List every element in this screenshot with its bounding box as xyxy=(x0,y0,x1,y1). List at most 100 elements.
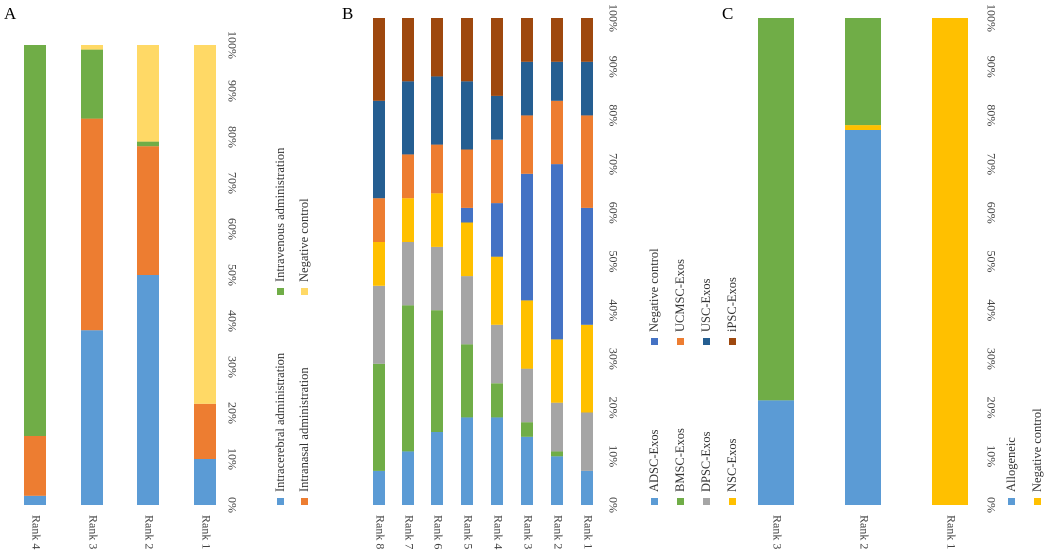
y-tick-40: 40% xyxy=(225,310,239,332)
y-tick-70: 70% xyxy=(984,153,998,175)
bar-rank-2-bmsc-exos xyxy=(551,451,563,457)
y-tick-70: 70% xyxy=(606,153,620,175)
panel-c-y-axis: 0% 10% 20% 30% 40% 50% 60% 70% 80% 90% 100% xyxy=(984,4,998,513)
bar-rank-5-ipsc-exos xyxy=(461,18,473,82)
category-label-rank-4: Rank 4 xyxy=(491,515,505,549)
legend-swatch-dpsc-exos xyxy=(703,498,710,505)
bar-rank-8-nsc-exos xyxy=(373,242,385,286)
bar-rank-5-bmsc-exos xyxy=(461,344,473,418)
panel-label-c: C xyxy=(722,4,733,23)
y-tick-70: 70% xyxy=(225,172,239,194)
bar-rank-3-negative-control xyxy=(521,173,533,301)
bar-rank-3-nsc-exos xyxy=(521,300,533,369)
legend-label-negative-control: Negative control xyxy=(1030,408,1044,492)
panel-b-bars xyxy=(373,18,593,505)
category-label-rank-6: Rank 6 xyxy=(431,515,445,549)
category-label-rank-5: Rank 5 xyxy=(461,515,475,549)
legend-label-nsc-exos: NSC-Exos xyxy=(725,438,739,492)
y-tick-100: 100% xyxy=(225,31,239,59)
legend-swatch-intranasal-administration xyxy=(301,498,308,505)
legend-swatch-intracerebral-administration xyxy=(277,498,284,505)
legend-swatch-ipsc-exos xyxy=(729,338,736,345)
bar-rank-4-ipsc-exos xyxy=(491,18,503,96)
panel-a-x-axis: Rank 4 Rank 3 Rank 2 Rank 1 xyxy=(29,515,213,549)
bar-rank-2-intracerebral-administration xyxy=(137,275,159,505)
bar-rank-3-adsc-exos xyxy=(521,436,533,505)
y-tick-100: 100% xyxy=(606,4,620,32)
panel-c: C 0% 10% 20% 30% 40% 50% 60% 70% 80% 90% 100% Rank… xyxy=(722,4,1044,549)
bar-rank-2-adsc-exos xyxy=(551,456,563,505)
bar-rank-3-allogeneic xyxy=(758,400,794,505)
bar-rank-4-intranasal-administration xyxy=(24,436,46,496)
bar-rank-2-negative-control xyxy=(551,164,563,340)
y-tick-50: 50% xyxy=(984,251,998,273)
legend-label-allogeneic: Allogeneic xyxy=(1004,437,1018,492)
category-label-rank-2: Rank 2 xyxy=(857,515,871,549)
y-tick-50: 50% xyxy=(225,264,239,286)
category-label-rank-8: Rank 8 xyxy=(373,515,387,549)
bar-rank-1-negative-control xyxy=(194,45,216,404)
panel-b-y-axis: 0% 10% 20% 30% 40% 50% 60% 70% 80% 90% 100% xyxy=(606,4,620,513)
panel-a-legend: Intracerebral administration Intravenous … xyxy=(273,147,311,505)
category-label-rank-3: Rank 3 xyxy=(86,515,100,549)
y-tick-10: 10% xyxy=(606,445,620,467)
bar-rank-3-ipsc-exos xyxy=(521,18,533,62)
bar-rank-2-intravenous-administration xyxy=(137,141,159,147)
y-tick-0: 0% xyxy=(984,497,998,513)
bar-rank-2-xenogeneic xyxy=(845,18,881,126)
bar-rank-7-ucmsc-exos xyxy=(402,154,414,199)
y-tick-30: 30% xyxy=(225,356,239,378)
bar-rank-1-intracerebral-administration xyxy=(194,459,216,505)
category-label-rank-1: Rank 1 xyxy=(581,515,595,549)
bar-rank-5-negative-control xyxy=(461,207,473,223)
bar-rank-1-nsc-exos xyxy=(581,324,593,413)
bar-rank-2-intranasal-administration xyxy=(137,146,159,275)
category-label-rank-1: Rank 1 xyxy=(199,515,213,549)
bar-rank-3-dpsc-exos xyxy=(521,368,533,423)
bar-rank-8-adsc-exos xyxy=(373,470,385,505)
bar-rank-3-usc-exos xyxy=(521,61,533,116)
bar-rank-1-negative-control xyxy=(932,18,968,505)
bar-rank-4-dpsc-exos xyxy=(491,324,503,384)
bar-rank-4-negative-control xyxy=(491,203,503,257)
bar-rank-3-negative-control xyxy=(81,45,103,50)
bar-rank-6-ipsc-exos xyxy=(431,18,443,77)
bar-rank-7-bmsc-exos xyxy=(402,305,414,452)
bar-rank-7-usc-exos xyxy=(402,81,414,155)
bar-rank-2-nsc-exos xyxy=(551,339,563,403)
bar-rank-2-allogeneic xyxy=(845,130,881,505)
bar-rank-1-dpsc-exos xyxy=(581,412,593,471)
bar-rank-1-intranasal-administration xyxy=(194,403,216,459)
bar-rank-2-dpsc-exos xyxy=(551,402,563,452)
y-tick-0: 0% xyxy=(606,497,620,513)
panel-b-legend: ADSC-Exos Negative control BMSC-Exos UCMSC-… xyxy=(647,248,739,505)
bar-rank-1-adsc-exos xyxy=(581,470,593,505)
legend-label-negative-control: Negative control xyxy=(297,198,311,282)
bar-rank-6-adsc-exos xyxy=(431,431,443,505)
legend-label-negative-control: Negative control xyxy=(647,248,661,332)
legend-label-intracerebral-administration: Intracerebral administration xyxy=(273,352,287,492)
y-tick-50: 50% xyxy=(606,251,620,273)
bar-rank-6-bmsc-exos xyxy=(431,310,443,432)
y-tick-90: 90% xyxy=(606,56,620,78)
legend-swatch-nsc-exos xyxy=(729,498,736,505)
legend-label-adsc-exos: ADSC-Exos xyxy=(647,429,661,492)
y-tick-90: 90% xyxy=(225,80,239,102)
panel-a-y-axis: 0% 10% 20% 30% 40% 50% 60% 70% 80% 90% 100% xyxy=(225,31,239,513)
legend-swatch-allogeneic xyxy=(1008,498,1015,505)
legend-swatch-negative-control xyxy=(301,288,308,295)
bar-rank-2-usc-exos xyxy=(551,61,563,101)
bar-rank-6-dpsc-exos xyxy=(431,246,443,311)
panel-a: A 0% 10% 20% 30% 40% 50% 60% 70% 80% 90% 100% Rank… xyxy=(4,4,311,549)
bar-rank-3-bmsc-exos xyxy=(521,422,533,437)
bar-rank-5-ucmsc-exos xyxy=(461,149,473,208)
bar-rank-8-dpsc-exos xyxy=(373,285,385,364)
legend-label-dpsc-exos: DPSC-Exos xyxy=(699,431,713,492)
bar-rank-2-ipsc-exos xyxy=(551,18,563,62)
bar-rank-3-ucmsc-exos xyxy=(521,115,533,174)
bar-rank-7-adsc-exos xyxy=(402,451,414,505)
y-tick-60: 60% xyxy=(225,218,239,240)
bar-rank-1-usc-exos xyxy=(581,61,593,116)
